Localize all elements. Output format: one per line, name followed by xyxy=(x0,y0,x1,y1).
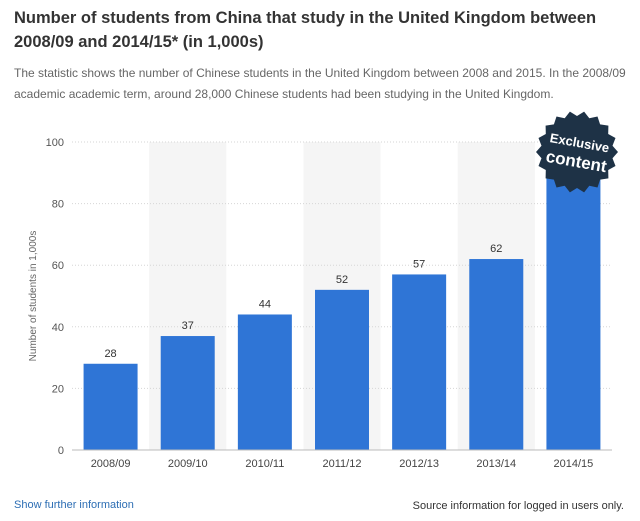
chart-description: The statistic shows the number of Chines… xyxy=(14,66,626,101)
bar xyxy=(237,314,292,450)
bar xyxy=(546,175,601,450)
x-tick-label: 2014/15 xyxy=(554,458,594,470)
x-axis-ticks: 2008/09 2009/10 2010/11 2011/12 2012/13 2013/… xyxy=(91,458,594,470)
data-label: 28 xyxy=(104,348,116,360)
data-label: 44 xyxy=(259,298,271,310)
chart-title: Number of students from China that study… xyxy=(14,9,597,51)
data-label: 52 xyxy=(336,274,348,286)
y-axis-ticks: 0 20 40 60 80 100 xyxy=(46,137,64,457)
y-tick-label: 100 xyxy=(46,137,64,149)
y-tick-label: 20 xyxy=(52,383,64,395)
bar xyxy=(83,363,138,450)
bar xyxy=(469,259,524,450)
data-label: 57 xyxy=(413,258,425,270)
y-tick-label: 60 xyxy=(52,260,64,272)
exclusive-content-badge: Exclusive content xyxy=(535,110,619,194)
y-axis-label: Number of students in 1,000s xyxy=(28,231,39,362)
x-tick-label: 2012/13 xyxy=(399,458,439,470)
bar xyxy=(392,274,447,450)
x-tick-label: 2010/11 xyxy=(245,458,284,470)
y-tick-label: 40 xyxy=(52,322,64,334)
x-tick-label: 2011/12 xyxy=(323,458,362,470)
data-label: 62 xyxy=(490,243,502,255)
data-labels: 28 37 44 52 57 62 xyxy=(104,243,502,360)
data-label: 37 xyxy=(182,320,194,332)
x-tick-label: 2008/09 xyxy=(91,458,131,470)
y-tick-label: 0 xyxy=(58,445,64,457)
bar xyxy=(160,336,215,450)
source-note: Source information for logged in users o… xyxy=(412,500,624,512)
y-tick-label: 80 xyxy=(52,199,64,211)
x-tick-label: 2013/14 xyxy=(476,458,516,470)
bar xyxy=(315,289,369,450)
bars xyxy=(83,175,601,450)
x-tick-label: 2009/10 xyxy=(168,458,208,470)
show-further-information-link[interactable]: Show further information xyxy=(14,499,134,511)
badge-seal-icon xyxy=(536,111,618,193)
